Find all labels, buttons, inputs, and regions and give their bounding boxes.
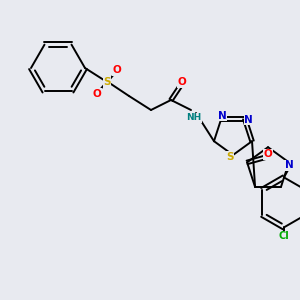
Text: O: O — [93, 89, 101, 99]
Text: S: S — [226, 152, 234, 162]
Text: S: S — [103, 77, 111, 87]
Text: O: O — [178, 77, 186, 87]
Text: O: O — [112, 65, 122, 75]
Text: N: N — [244, 115, 253, 125]
Text: Cl: Cl — [279, 231, 289, 242]
Text: O: O — [264, 149, 272, 159]
Text: NH: NH — [186, 113, 202, 122]
Text: N: N — [285, 160, 293, 170]
Text: N: N — [218, 111, 226, 121]
